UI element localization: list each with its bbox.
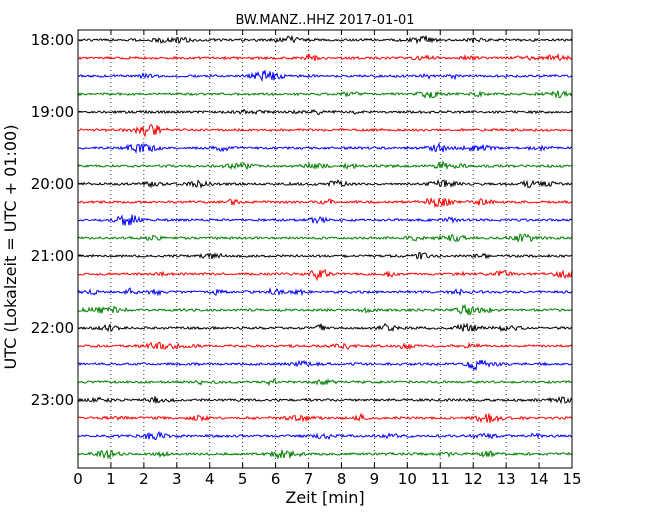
y-tick-label: 21:00 — [31, 247, 74, 265]
x-tick-label: 13 — [497, 470, 516, 488]
y-axis-label: UTC (Lokalzeit = UTC + 01:00) — [1, 125, 20, 370]
x-tick-label: 10 — [398, 470, 417, 488]
y-tick-label: 19:00 — [31, 103, 74, 121]
y-tick-label: 18:00 — [31, 31, 74, 49]
trace-2130 — [77, 287, 573, 297]
trace-1900 — [77, 108, 573, 116]
chart-title: BW.MANZ..HHZ 2017-01-01 — [235, 13, 414, 28]
trace-2300 — [77, 396, 573, 405]
trace-2100 — [77, 252, 573, 260]
x-tick-label: 5 — [238, 470, 248, 488]
x-tick-label: 14 — [530, 470, 549, 488]
y-tick-label: 20:00 — [31, 175, 74, 193]
x-tick-label: 4 — [205, 470, 215, 488]
x-tick-label: 8 — [337, 470, 347, 488]
x-tick-label: 2 — [139, 470, 149, 488]
y-axis: 18:00 19:00 20:00 21:00 22:00 23:00 — [31, 31, 83, 409]
trace-1945 — [77, 159, 573, 171]
x-axis-label: Zeit [min] — [285, 488, 364, 507]
x-tick-label: 3 — [172, 470, 182, 488]
x-tick-label: 11 — [431, 470, 450, 488]
x-tick-label: 15 — [562, 470, 581, 488]
x-tick-label: 7 — [304, 470, 314, 488]
trace-group — [77, 34, 573, 460]
trace-1830 — [77, 70, 573, 83]
trace-2145 — [77, 303, 573, 316]
trace-1915 — [77, 124, 573, 138]
plot-frame — [77, 29, 573, 469]
y-tick-label: 22:00 — [31, 319, 74, 337]
trace-2030 — [77, 214, 573, 226]
x-axis: 0 1 2 3 4 5 6 7 8 9 10 11 12 13 14 15 — [73, 30, 582, 488]
y-tick-label: 23:00 — [31, 391, 74, 409]
trace-2200 — [77, 322, 573, 333]
x-tick-label: 1 — [106, 470, 116, 488]
trace-2015 — [77, 197, 573, 209]
trace-2330 — [77, 430, 573, 441]
x-tick-label: 12 — [464, 470, 483, 488]
trace-2345 — [77, 449, 573, 460]
trace-2230 — [77, 359, 573, 372]
x-tick-label: 0 — [73, 470, 83, 488]
trace-2000 — [77, 179, 573, 190]
trace-1845 — [77, 89, 573, 99]
trace-1800 — [77, 34, 573, 45]
trace-1815 — [77, 52, 573, 62]
trace-2245 — [77, 378, 573, 387]
trace-1930 — [77, 141, 573, 154]
trace-2215 — [77, 341, 573, 351]
trace-2315 — [77, 412, 573, 424]
trace-2045 — [77, 233, 573, 243]
x-tick-label: 6 — [271, 470, 281, 488]
trace-2115 — [77, 268, 573, 282]
x-tick-label: 9 — [370, 470, 380, 488]
